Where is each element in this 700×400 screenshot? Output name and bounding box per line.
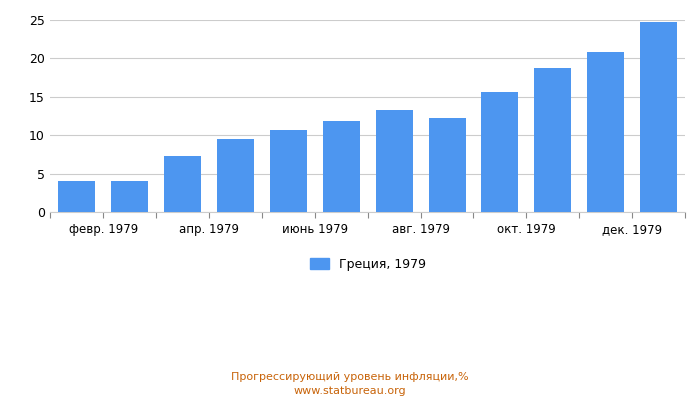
Bar [58, 181, 95, 212]
Bar [428, 118, 466, 212]
Text: Прогрессирующий уровень инфляции,%
www.statbureau.org: Прогрессирующий уровень инфляции,% www.s… [231, 372, 469, 396]
Bar [164, 156, 201, 212]
Bar [534, 68, 571, 212]
Bar [270, 130, 307, 212]
Bar [217, 139, 254, 212]
Bar [111, 181, 148, 212]
Bar [482, 92, 519, 212]
Bar [323, 121, 360, 212]
Legend: Греция, 1979: Греция, 1979 [304, 253, 430, 276]
Bar [640, 22, 677, 212]
Bar [587, 52, 624, 212]
Bar [376, 110, 413, 212]
